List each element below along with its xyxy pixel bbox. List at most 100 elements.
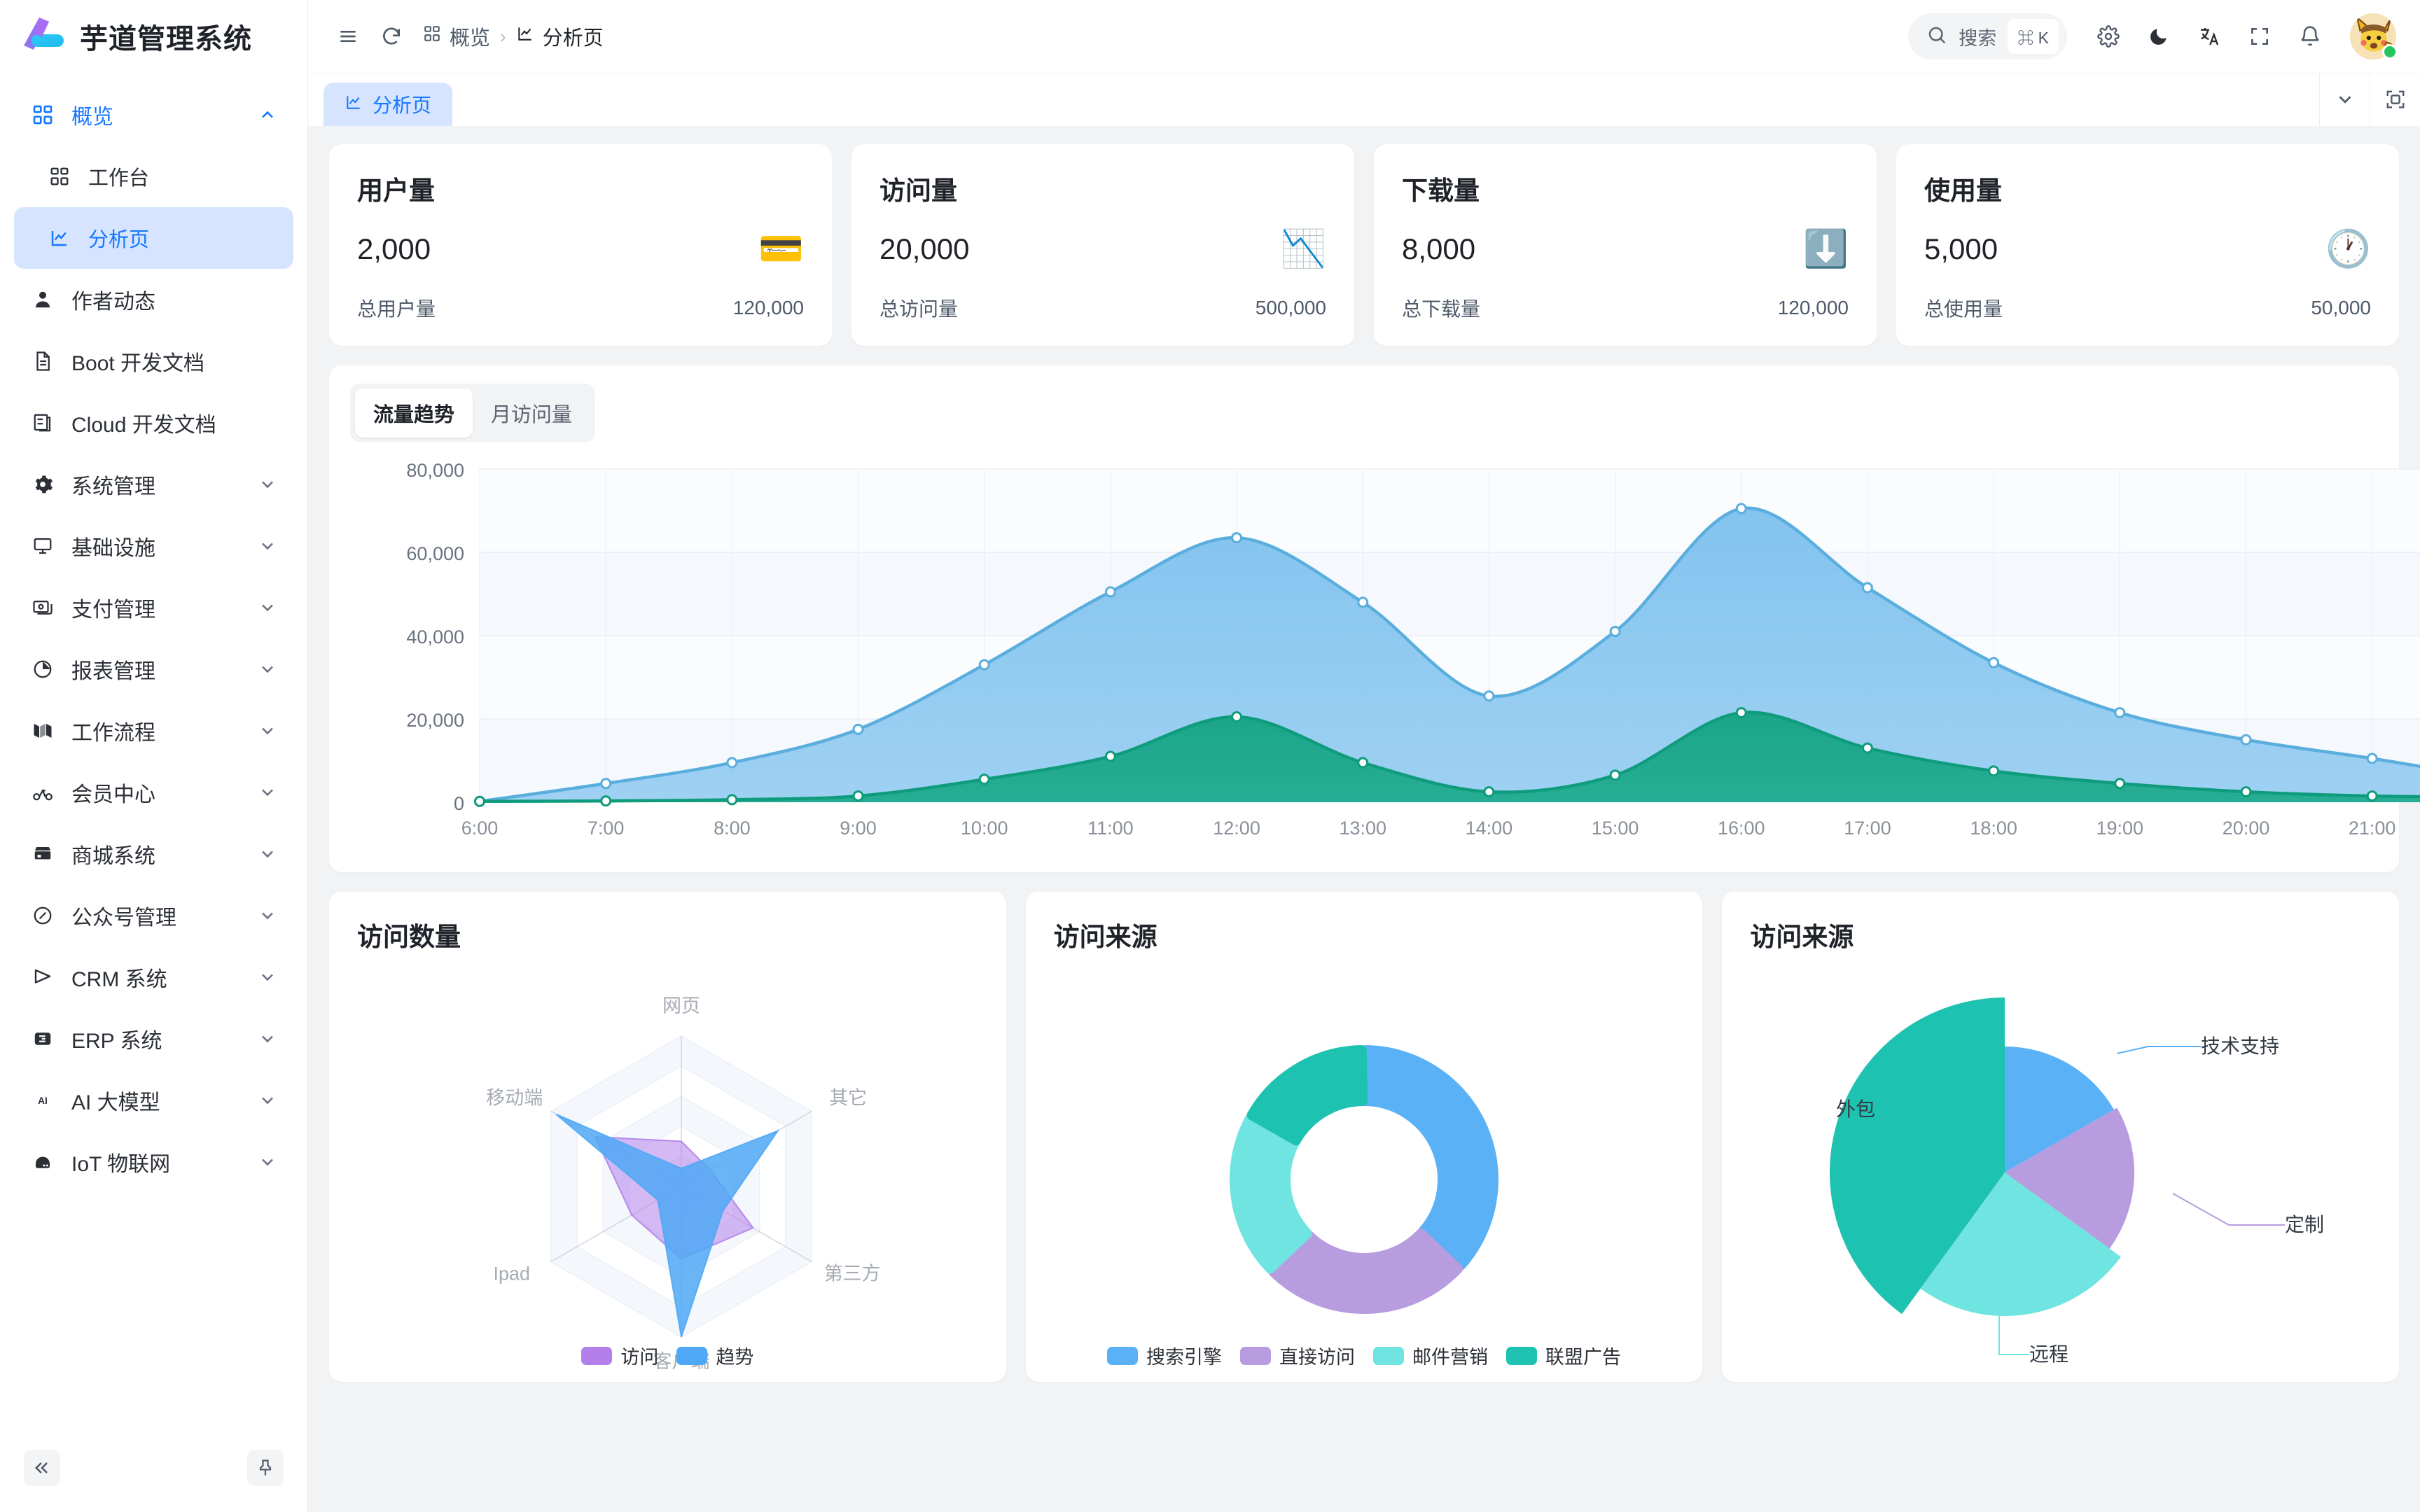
grid-icon (46, 163, 73, 190)
svg-text:20:00: 20:00 (2223, 818, 2270, 839)
refresh-icon[interactable] (370, 15, 413, 58)
pie-report-icon (29, 656, 56, 682)
svg-text:远程: 远程 (2029, 1343, 2068, 1365)
sidebar-item-overview[interactable]: 概览 (14, 84, 293, 146)
legend-item[interactable]: 访问 (581, 1342, 658, 1369)
sidebar-item-erp-system[interactable]: ERP 系统 (14, 1008, 293, 1070)
sidebar-item-boot-docs[interactable]: Boot 开发文档 (14, 330, 293, 392)
yudao-logo-icon (21, 16, 64, 57)
settings-button[interactable] (2087, 15, 2130, 58)
area-chart: 0 20,000 40,000 60,000 80,000 6:00 7:00 8:00 9:0… (350, 458, 2420, 857)
legend-item[interactable]: 联盟广告 (1506, 1342, 1621, 1369)
sidebar-item-workbench[interactable]: 工作台 (14, 146, 293, 207)
sidebar-item-payment-management[interactable]: 支付管理 (14, 577, 293, 638)
svg-text:0: 0 (454, 793, 464, 814)
sidebar-item-report-management[interactable]: 报表管理 (14, 638, 293, 700)
legend-label: 邮件营销 (1412, 1347, 1488, 1368)
breadcrumb: 概览 › 分析页 (423, 22, 604, 51)
panel-visit-source-donut: 访问来源 搜索引擎 直接访问 (1025, 892, 1703, 1382)
chevron-down-icon (257, 1090, 278, 1111)
sidebar-item-crm-system[interactable]: CRM 系统 (14, 946, 293, 1008)
breadcrumb-item-overview[interactable]: 概览 (423, 22, 490, 51)
legend-label: 搜索引擎 (1146, 1347, 1222, 1368)
sidebar-item-label: AI 大模型 (71, 1091, 160, 1114)
svg-text:13:00: 13:00 (1339, 818, 1386, 839)
breadcrumb-label: 概览 (450, 27, 491, 50)
svg-text:移动端: 移动端 (487, 1088, 543, 1109)
chevron-down-icon (257, 782, 278, 803)
svg-text:9:00: 9:00 (840, 818, 877, 839)
sidebar-item-infrastructure[interactable]: 基础设施 (14, 515, 293, 577)
avatar[interactable] (2350, 13, 2398, 59)
legend-swatch (1373, 1346, 1404, 1365)
language-button[interactable] (2188, 15, 2231, 58)
sidebar-item-cloud-docs[interactable]: Cloud 开发文档 (14, 392, 293, 454)
stat-title: 使用量 (1924, 176, 2002, 205)
sidebar-collapse-button[interactable] (24, 1450, 60, 1486)
legend-item[interactable]: 趋势 (676, 1342, 753, 1369)
sidebar-item-author-news[interactable]: 作者动态 (14, 269, 293, 330)
sidebar-item-wechat-management[interactable]: 公众号管理 (14, 885, 293, 946)
credit-card-icon: 💳 (758, 229, 804, 270)
radar-chart: 网页其它第三方客户端Ipad移动端 (357, 946, 978, 1382)
download-icon: ⬇️ (1803, 229, 1849, 270)
document-icon (29, 348, 56, 374)
tab-analysis[interactable]: 分析页 (324, 83, 453, 126)
monitor-icon (29, 533, 56, 559)
tab-traffic-trend[interactable]: 流量趋势 (355, 388, 473, 438)
main-area: 概览 › 分析页 搜索 ⌘ K (308, 0, 2420, 1512)
header: 概览 › 分析页 搜索 ⌘ K (308, 0, 2420, 73)
svg-text:18:00: 18:00 (1970, 818, 2017, 839)
donut-legend: 搜索引擎 直接访问 邮件营销 联盟广告 (1026, 1342, 1703, 1369)
hamburger-icon[interactable] (326, 15, 370, 58)
donut-chart (1054, 946, 1675, 1382)
svg-text:16:00: 16:00 (1718, 818, 1765, 839)
sidebar-item-workflow[interactable]: 工作流程 (14, 700, 293, 762)
svg-text:定制: 定制 (2285, 1214, 2324, 1236)
stat-total-value: 120,000 (1777, 297, 1849, 318)
sidebar-item-label: 公众号管理 (71, 906, 176, 930)
panel-visit-source-rose: 访问来源 技术支持 定制 远程 外包 (1722, 892, 2400, 1382)
legend-label: 访问 (620, 1347, 659, 1368)
bottom-panels: 访问数量 网页其它第三方客户端Ipad移动端 访问 趋势 (329, 892, 2400, 1382)
svg-text:17:00: 17:00 (1844, 818, 1891, 839)
svg-text:11:00: 11:00 (1087, 818, 1134, 839)
trend-card: 流量趋势 月访问量 0 20,000 40,000 60,000 80,000 6:00 7… (329, 365, 2420, 872)
user-icon (29, 286, 56, 313)
stat-main-row: 2,000 💳 (357, 231, 804, 267)
radar-legend: 访问 趋势 (329, 1342, 1006, 1369)
stat-total-label: 总下载量 (1402, 298, 1481, 320)
search-input[interactable]: 搜索 ⌘ K (1908, 13, 2067, 59)
crm-icon (29, 964, 56, 990)
legend-item[interactable]: 搜索引擎 (1107, 1342, 1222, 1369)
analytics-icon (516, 24, 534, 48)
chevron-down-icon (257, 967, 278, 988)
tab-monthly-visits[interactable]: 月访问量 (491, 404, 573, 426)
header-actions (2087, 13, 2398, 59)
sidebar-item-analysis[interactable]: 分析页 (14, 207, 293, 269)
donut-chart-svg (1230, 1045, 1498, 1314)
tabbar: 分析页 (308, 73, 2420, 126)
legend-swatch (1506, 1346, 1537, 1365)
legend-swatch (1107, 1346, 1138, 1365)
sidebar-item-label: Cloud 开发文档 (71, 414, 216, 437)
dark-mode-button[interactable] (2137, 15, 2181, 58)
sidebar-item-ai-models[interactable]: AI AI 大模型 (14, 1070, 293, 1131)
sidebar-item-system-management[interactable]: 系统管理 (14, 454, 293, 515)
legend-item[interactable]: 邮件营销 (1373, 1342, 1488, 1369)
tab-dropdown-button[interactable] (2319, 73, 2370, 126)
chevron-up-icon (257, 104, 278, 125)
fullscreen-button[interactable] (2238, 15, 2281, 58)
sidebar-item-member-center[interactable]: 会员中心 (14, 762, 293, 823)
sidebar-item-iot[interactable]: IoT 物联网 (14, 1131, 293, 1193)
sidebar-item-mall-system[interactable]: 商城系统 (14, 823, 293, 885)
tab-list: 分析页 (308, 73, 453, 126)
trend-tab-group: 流量趋势 月访问量 (350, 384, 596, 442)
content-fullscreen-button[interactable] (2370, 73, 2420, 126)
pin-icon[interactable] (247, 1450, 284, 1486)
breadcrumb-item-analysis[interactable]: 分析页 (516, 22, 604, 51)
brand[interactable]: 芋道管理系统 (0, 0, 307, 73)
notifications-button[interactable] (2288, 15, 2332, 58)
legend-item[interactable]: 直接访问 (1240, 1342, 1355, 1369)
